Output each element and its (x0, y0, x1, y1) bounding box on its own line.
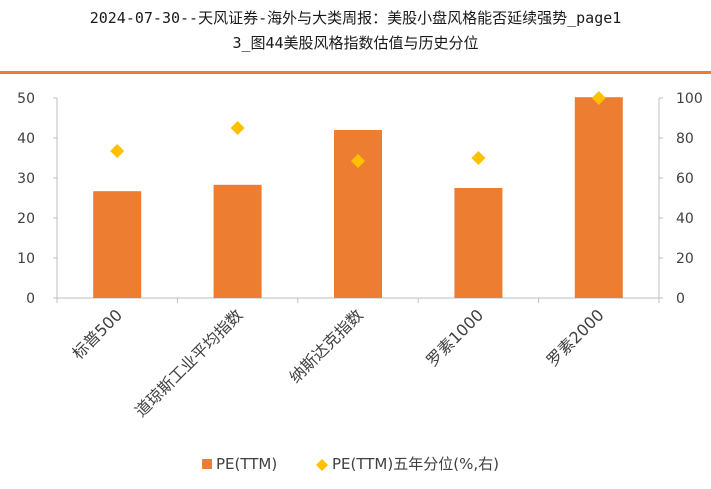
y-right-tick-label: 100 (676, 91, 703, 107)
marker-pe-percentile (471, 151, 486, 165)
legend-swatch-bar (202, 459, 212, 469)
y-left-tick-label: 50 (17, 91, 35, 107)
marker-pe-percentile (230, 121, 245, 135)
y-left-tick-label: 40 (17, 131, 35, 147)
title-divider (0, 71, 711, 74)
chart-title-line-2: 3_图44美股风格指数估值与历史分位 (232, 34, 479, 52)
legend-swatch-marker (316, 459, 328, 471)
x-category-label: 罗素1000 (422, 305, 487, 370)
y-right-tick-label: 0 (676, 291, 685, 307)
bar-pe-ttm (213, 184, 262, 298)
legend-label-marker: PE(TTM)五年分位(%,右) (332, 455, 499, 473)
x-category-label: 罗素2000 (543, 305, 608, 370)
bar-pe-ttm (93, 191, 142, 298)
y-left-tick-label: 20 (17, 211, 35, 227)
x-category-label: 纳斯达克指数 (286, 305, 367, 386)
marker-pe-percentile (351, 154, 365, 168)
bar-pe-ttm (574, 97, 623, 298)
chart-title-line-1: 2024-07-30--天风证券-海外与大类周报：美股小盘风格能否延续强势_pa… (89, 9, 622, 27)
y-left-tick-label: 10 (17, 251, 35, 267)
x-category-label: 道琼斯工业平均指数 (131, 305, 246, 420)
y-right-tick-label: 40 (676, 211, 694, 227)
bar-pe-ttm (454, 188, 503, 298)
chart-title: 2024-07-30--天风证券-海外与大类周报：美股小盘风格能否延续强势_pa… (0, 6, 711, 56)
marker-pe-percentile (110, 144, 125, 158)
legend-label-bar: PE(TTM) (216, 455, 277, 473)
y-right-tick-label: 60 (676, 171, 694, 187)
marker-pe-percentile (591, 91, 606, 105)
y-left-tick-label: 30 (17, 171, 35, 187)
y-left-tick-label: 0 (26, 291, 35, 307)
y-right-tick-label: 20 (676, 251, 694, 267)
y-right-tick-label: 80 (676, 131, 694, 147)
x-category-label: 标普500 (68, 305, 126, 363)
